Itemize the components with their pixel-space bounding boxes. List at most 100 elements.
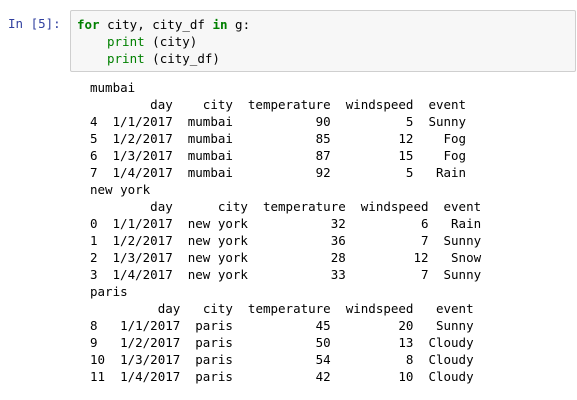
data-row: 6 1/3/2017 mumbai 87 15 Fog: [90, 147, 466, 164]
cell: Sunny: [443, 233, 482, 248]
code-text: g:: [227, 17, 251, 32]
cell: 1/1/2017: [112, 216, 173, 231]
column-header: windspeed: [345, 301, 414, 316]
column-header: windspeed: [360, 199, 429, 214]
code-line: print (city): [77, 33, 569, 50]
builtin: print: [107, 34, 145, 49]
cell: 5: [405, 165, 414, 180]
cell: mumbai: [187, 114, 233, 129]
cell: mumbai: [187, 165, 233, 180]
column-header: temperature: [247, 97, 331, 112]
dataframe: day city temperature windspeed event 4 1/1/201…: [90, 96, 466, 181]
code-cell[interactable]: for city, city_df in g: print (city) pri…: [70, 10, 576, 72]
cell: Rain: [451, 216, 482, 231]
column-header: day: [150, 97, 173, 112]
row-index: 2: [90, 250, 98, 265]
header-row: day city temperature windspeed event: [90, 300, 474, 317]
row-index: 6: [90, 148, 98, 163]
cell: 12: [398, 131, 414, 146]
cell: 1/3/2017: [120, 352, 181, 367]
cell: 1/4/2017: [120, 369, 181, 384]
data-row: 8 1/1/2017 paris 45 20 Sunny: [90, 317, 474, 334]
code-text: (city_df): [144, 51, 220, 66]
cell: 10: [398, 369, 414, 384]
cell: paris: [195, 369, 233, 384]
code-text: city, city_df: [99, 17, 213, 32]
group-name: new york: [90, 182, 151, 197]
builtin: print: [107, 51, 145, 66]
cell: 28: [330, 250, 346, 265]
data-row: 1 1/2/2017 new york 36 7 Sunny: [90, 232, 481, 249]
cell: 33: [330, 267, 346, 282]
data-row: 5 1/2/2017 mumbai 85 12 Fog: [90, 130, 466, 147]
cell: new york: [187, 267, 248, 282]
cell: mumbai: [187, 148, 233, 163]
cell: 1/4/2017: [112, 165, 173, 180]
row-index: 10: [90, 352, 106, 367]
row-index: 7: [90, 165, 98, 180]
keyword: for: [77, 17, 100, 32]
cell: 7: [420, 233, 429, 248]
cell-output: mumbai day city temperature windspeed event 4 1…: [90, 79, 481, 385]
input-prompt: In [5]:: [8, 16, 61, 31]
row-index: 3: [90, 267, 98, 282]
data-row: 4 1/1/2017 mumbai 90 5 Sunny: [90, 113, 466, 130]
cell: 20: [398, 318, 414, 333]
cell: paris: [195, 352, 233, 367]
cell: new york: [187, 216, 248, 231]
data-row: 9 1/2/2017 paris 50 13 Cloudy: [90, 334, 474, 351]
column-header: temperature: [247, 301, 331, 316]
cell: Cloudy: [428, 335, 474, 350]
cell: Cloudy: [428, 352, 474, 367]
cell: 1/3/2017: [112, 250, 173, 265]
row-index: 1: [90, 233, 98, 248]
cell: 7: [420, 267, 429, 282]
data-row: 0 1/1/2017 new york 32 6 Rain: [90, 215, 481, 232]
index-header: [90, 96, 98, 113]
column-header: event: [443, 199, 482, 214]
cell: 50: [315, 335, 331, 350]
cell: paris: [195, 335, 233, 350]
header-row: day city temperature windspeed event: [90, 198, 481, 215]
cell: 90: [315, 114, 331, 129]
cell: new york: [187, 250, 248, 265]
row-index: 11: [90, 369, 106, 384]
cell: 1/2/2017: [120, 335, 181, 350]
code-line: print (city_df): [77, 50, 569, 67]
row-index: 9: [90, 335, 98, 350]
row-index: 8: [90, 318, 98, 333]
column-header: city: [202, 301, 233, 316]
cell: 32: [330, 216, 346, 231]
cell: mumbai: [187, 131, 233, 146]
row-index: 0: [90, 216, 98, 231]
cell: 54: [315, 352, 331, 367]
group-name: paris: [90, 284, 128, 299]
cell: 15: [398, 148, 414, 163]
column-header: city: [202, 97, 233, 112]
column-header: city: [217, 199, 248, 214]
cell: 12: [413, 250, 429, 265]
cell: 92: [315, 165, 331, 180]
column-header: event: [428, 97, 467, 112]
cell: new york: [187, 233, 248, 248]
data-row: 11 1/4/2017 paris 42 10 Cloudy: [90, 368, 474, 385]
cell: 45: [315, 318, 331, 333]
index-header: [90, 198, 98, 215]
row-index: 4: [90, 114, 98, 129]
cell: 1/1/2017: [120, 318, 181, 333]
dataframe: day city temperature windspeed event 0 1/1/201…: [90, 198, 481, 283]
cell: 8: [405, 352, 414, 367]
cell: 1/2/2017: [112, 131, 173, 146]
cell: Fog: [443, 148, 467, 163]
keyword: in: [212, 17, 228, 32]
cell: 1/2/2017: [112, 233, 173, 248]
cell: 36: [330, 233, 346, 248]
cell: Rain: [435, 165, 467, 180]
cell: paris: [195, 318, 233, 333]
cell: Snow: [451, 250, 482, 265]
cell: 13: [398, 335, 414, 350]
data-row: 3 1/4/2017 new york 33 7 Sunny: [90, 266, 481, 283]
cell: 42: [315, 369, 331, 384]
cell: 1/3/2017: [112, 148, 173, 163]
cell: 85: [315, 131, 331, 146]
